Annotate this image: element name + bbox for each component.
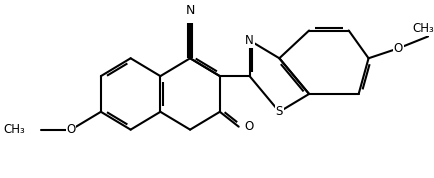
Text: O: O [394, 42, 403, 55]
Text: CH₃: CH₃ [4, 123, 26, 136]
Text: N: N [245, 34, 254, 47]
Text: S: S [276, 105, 283, 118]
Text: O: O [66, 123, 76, 136]
Text: CH₃: CH₃ [412, 22, 434, 35]
Text: O: O [244, 120, 253, 133]
Text: N: N [185, 4, 195, 17]
